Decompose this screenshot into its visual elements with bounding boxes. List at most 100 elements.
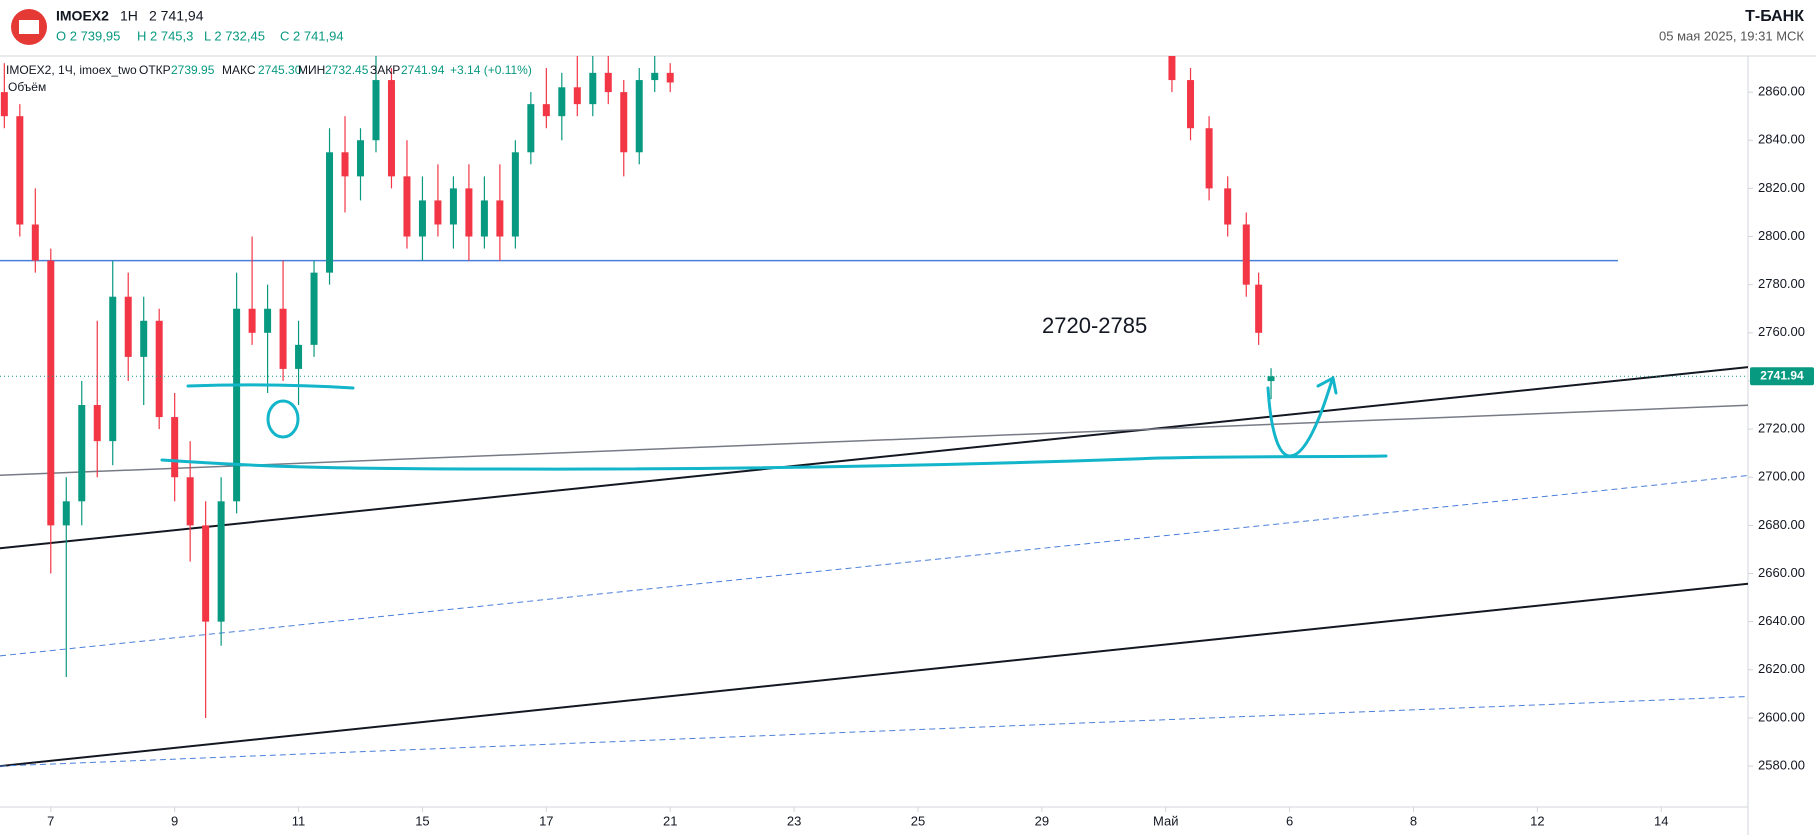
candle-body — [171, 417, 179, 478]
y-tick-label: 2660.00 — [1758, 565, 1805, 580]
symbol[interactable]: IMOEX2 — [56, 8, 109, 24]
candle-body — [217, 501, 225, 622]
candle-body — [279, 308, 287, 369]
candle-body — [449, 188, 457, 225]
x-tick-label: Май — [1153, 813, 1178, 828]
legend-label: ЗАКР — [370, 63, 400, 77]
legend-value: 2739.95 — [171, 63, 215, 77]
x-tick-label: 17 — [539, 813, 553, 828]
candle-body — [264, 308, 272, 333]
y-tick-label: 2760.00 — [1758, 324, 1805, 339]
candle-body — [295, 344, 303, 369]
candle-body — [620, 92, 628, 153]
drawing — [1316, 375, 1338, 395]
last-price-box — [1750, 367, 1814, 386]
legend-volume: Объём — [8, 80, 46, 94]
drawing — [1266, 378, 1334, 458]
drawing — [186, 383, 355, 390]
y-tick-label: 2680.00 — [1758, 517, 1805, 532]
y-tick-label: 2780.00 — [1758, 276, 1805, 291]
candle-body — [1187, 80, 1195, 129]
x-tick-label: 9 — [171, 813, 178, 828]
drawing — [160, 454, 1388, 471]
high: H 2 745,3 — [137, 28, 193, 43]
candle-body — [511, 152, 519, 237]
y-tick-label: 2580.00 — [1758, 758, 1805, 773]
candle-body — [651, 72, 659, 81]
x-tick-label: 6 — [1286, 813, 1293, 828]
candle-body — [109, 296, 117, 442]
candle-body — [434, 200, 442, 225]
candle-body — [16, 116, 24, 225]
trendline — [0, 696, 1748, 767]
candle-body — [372, 80, 380, 141]
candle-body — [62, 501, 70, 526]
candle-body — [233, 308, 241, 502]
legend-label: МАКС — [222, 63, 256, 77]
candle-body — [78, 405, 86, 502]
y-tick-label: 2700.00 — [1758, 469, 1805, 484]
candle-body — [465, 188, 473, 237]
candle-body — [589, 72, 597, 105]
drawing — [266, 399, 300, 439]
candle-body — [186, 477, 194, 526]
x-tick-label: 21 — [663, 813, 677, 828]
x-tick-label: 14 — [1654, 813, 1668, 828]
x-tick-label: 25 — [911, 813, 925, 828]
interval[interactable]: 1H — [120, 8, 138, 24]
candle-body — [341, 152, 349, 177]
datetime: 05 мая 2025, 19:31 МСК — [1659, 28, 1804, 43]
price: 2 741,94 — [149, 8, 204, 24]
candle-body — [1267, 376, 1275, 382]
candle-body — [47, 260, 55, 526]
candle-body — [155, 320, 163, 418]
x-tick-label: 7 — [47, 813, 54, 828]
low: L 2 732,45 — [204, 28, 265, 43]
candle-body — [140, 320, 148, 357]
trendline — [0, 366, 1748, 550]
drawings — [160, 375, 1388, 471]
y-tick-label: 2860.00 — [1758, 84, 1805, 99]
candle-body — [542, 104, 550, 117]
x-tick-label: 11 — [292, 813, 306, 828]
candle-body — [310, 272, 318, 345]
candle-body — [558, 87, 566, 117]
candle-body — [666, 72, 674, 83]
y-tick-label: 2820.00 — [1758, 180, 1805, 195]
candle-body — [1205, 128, 1213, 189]
trendline — [0, 474, 1748, 657]
annotation: 2720-2785 — [1042, 313, 1147, 338]
candle-body — [1224, 188, 1232, 225]
y-tick-label: 2600.00 — [1758, 709, 1805, 724]
y-tick-label: 2800.00 — [1758, 228, 1805, 243]
candle-body — [403, 176, 411, 237]
candle-body — [480, 200, 488, 237]
candle-body — [248, 308, 256, 333]
candle-body — [604, 72, 612, 93]
trendline — [0, 582, 1748, 768]
candle-body — [635, 80, 643, 153]
close: C 2 741,94 — [280, 28, 344, 43]
last-price-label: 2741.94 — [1760, 368, 1804, 382]
y-tick-label: 2720.00 — [1758, 421, 1805, 436]
candle-body — [357, 140, 365, 177]
x-tick-label: 23 — [787, 813, 801, 828]
legend-value: 2741.94 — [401, 63, 445, 77]
candle-body — [124, 296, 132, 357]
plot — [0, 56, 1748, 768]
candle-body — [496, 200, 504, 237]
candle-body — [326, 152, 334, 273]
y-tick-label: 2840.00 — [1758, 132, 1805, 147]
candle-body — [418, 200, 426, 237]
candle-body — [387, 80, 395, 177]
legend-change: +3.14 (+0.11%) — [450, 63, 532, 77]
candle-body — [1168, 56, 1176, 81]
candle-body — [31, 224, 39, 261]
logo-mark — [19, 20, 39, 34]
brand: Т-БАНК — [1745, 8, 1804, 25]
legend-value: 2745.30 — [258, 63, 302, 77]
open: O 2 739,95 — [56, 28, 120, 43]
candle-body — [0, 92, 8, 117]
trendline — [0, 404, 1748, 477]
